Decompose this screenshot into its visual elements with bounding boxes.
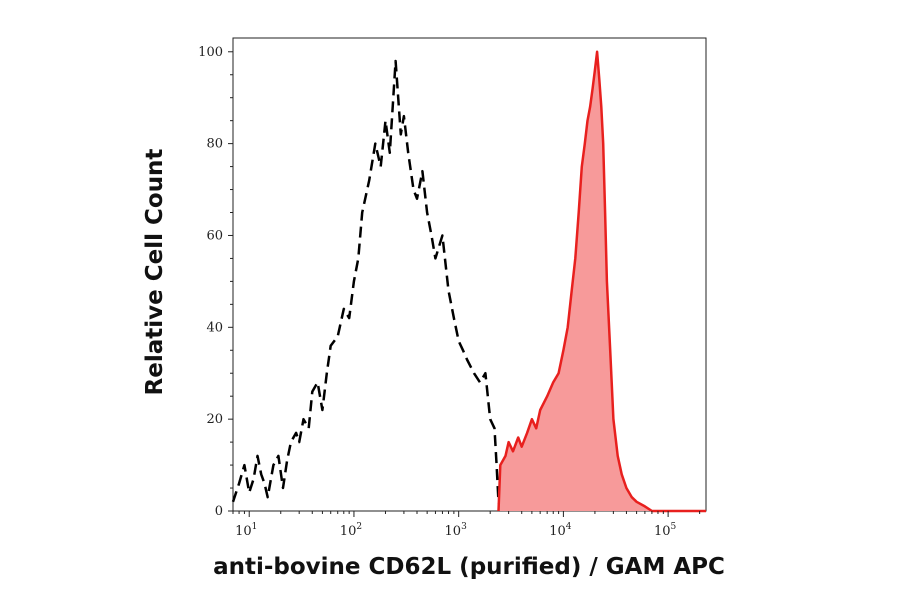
x-tick-label: 104 — [549, 522, 572, 539]
y-axis-title: Relative Cell Count — [142, 149, 168, 396]
x-tick-label: 102 — [340, 522, 362, 539]
y-tick-label: 40 — [206, 320, 223, 335]
x-axis-title: anti-bovine CD62L (purified) / GAM APC — [213, 554, 725, 580]
control-histogram-line — [231, 59, 502, 512]
y-tick-label: 100 — [198, 45, 223, 60]
x-tick-label: 105 — [654, 522, 677, 539]
y-tick-label: 80 — [206, 137, 223, 152]
y-tick-label: 60 — [206, 228, 223, 243]
x-tick-label: 101 — [235, 522, 257, 539]
plot-frame — [232, 37, 707, 512]
stained-histogram-fill — [498, 51, 706, 512]
y-tick-label: 0 — [215, 504, 223, 519]
y-tick-label: 20 — [206, 412, 223, 427]
x-tick-label: 103 — [445, 522, 468, 539]
stained-histogram-line — [497, 50, 706, 513]
